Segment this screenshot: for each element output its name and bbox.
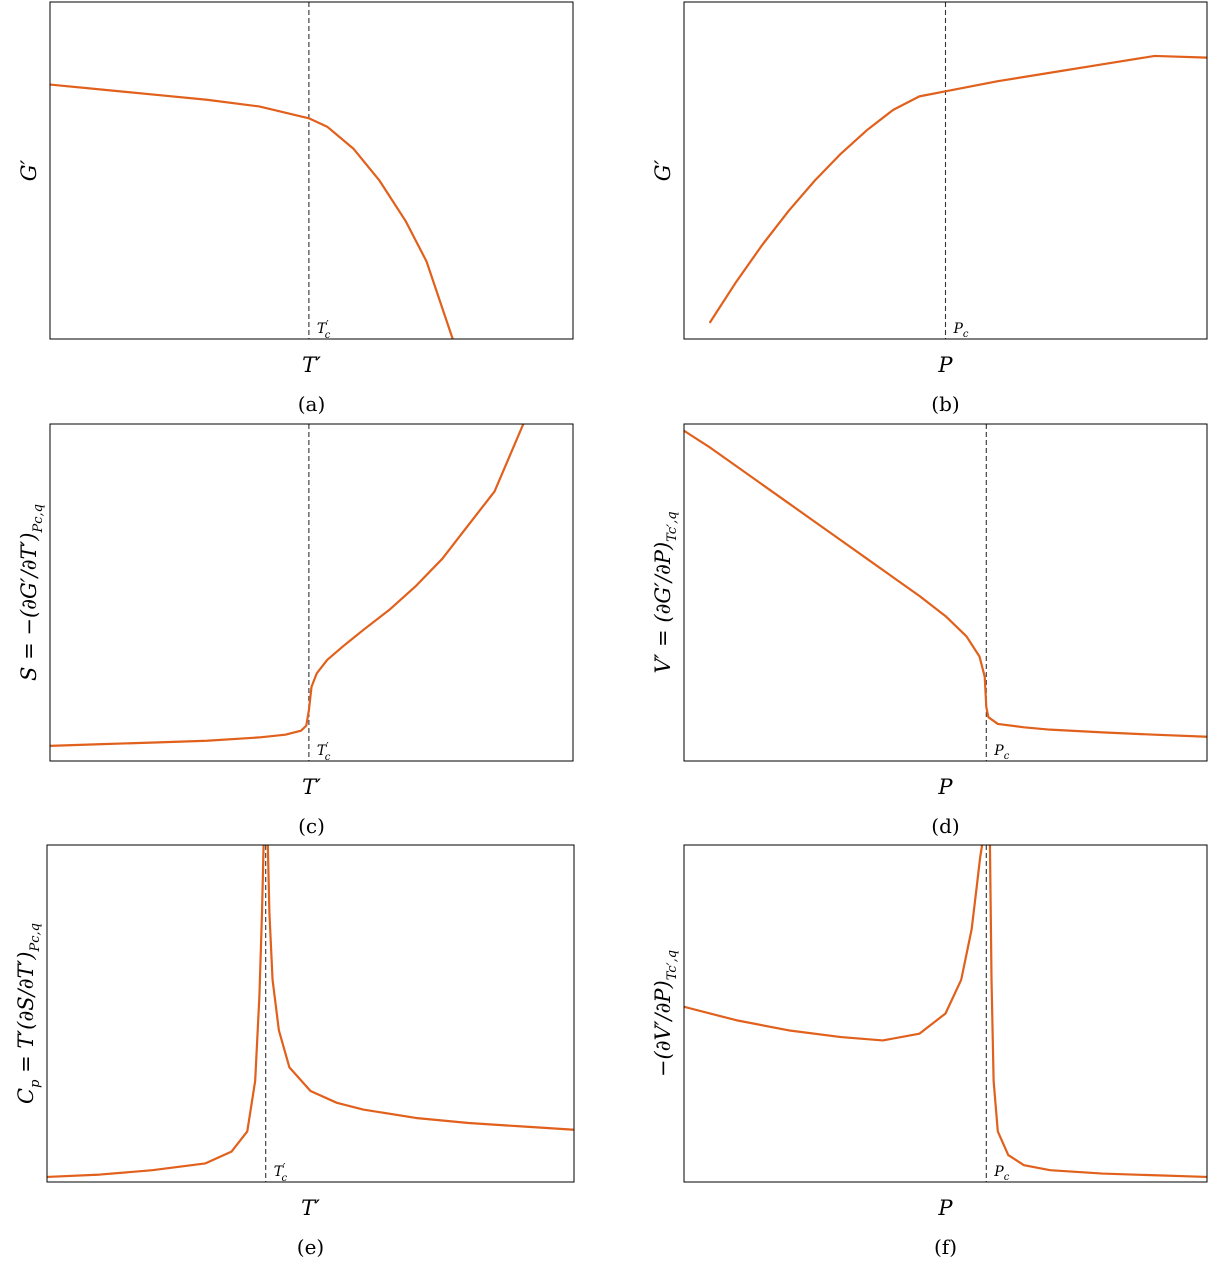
y-axis-label: −(∂V′/∂P)Tc′,q [651,950,680,1077]
x-axis-label: T′ [302,775,321,799]
x-axis-label: P [937,1196,953,1220]
series-line-1 [266,845,574,1131]
y-axis-label: S = −(∂G′/∂T′)Pc,q [17,504,46,681]
series-line-1 [988,845,1207,1179]
chart-panel-c: T′ c T′ (c) S = −(∂G′/∂T′)Pc,q [17,423,574,838]
plot-frame [46,844,575,1183]
y-axis-label: G′ [17,159,41,181]
x-axis-label: T′ [302,353,321,377]
x-axis-label: P [937,353,953,377]
panel-caption: (d) [931,814,959,838]
plot-frame [49,1,574,340]
plot-frame [683,844,1208,1183]
y-axis-label: Cp = T′(∂S/∂T′)Pc,q [14,923,43,1104]
x-axis-label: T′ [301,1196,320,1220]
panel-caption: (a) [298,392,326,416]
panel-caption: (c) [298,814,325,838]
chart-panel-d: Pc P (d) V′ = (∂G′/∂P)Tc′,q [651,423,1208,838]
y-axis-label: V′ = (∂G′/∂P)Tc′,q [651,511,680,673]
series-line-0 [684,429,1207,738]
critical-label: T′ c [317,740,331,763]
panel-caption: (f) [934,1235,957,1259]
chart-panel-a: T′ c T′ (a) G′ [17,1,574,416]
panel-caption: (b) [931,392,959,416]
chart-panel-b: PcP (b) G′ [651,1,1208,416]
series-line-0 [50,83,454,339]
series-line-0 [47,845,265,1179]
critical-label: T′ c [317,318,331,341]
plot-frame [49,423,574,762]
y-axis-label: G′ [651,159,675,181]
series-line-0 [684,845,984,1042]
critical-label: Pc [993,1164,1009,1183]
chart-panel-f: Pc P (f) −(∂V′/∂P)Tc′,q [651,844,1208,1259]
series-line-0 [709,54,1207,324]
plot-frame [683,423,1208,762]
chart-panel-e: T′ c T′ (e) Cp = T′(∂S/∂T′)Pc,q [14,844,575,1259]
critical-label: Pc [993,743,1009,762]
critical-label: Pc [953,321,969,340]
panel-caption: (e) [297,1235,324,1259]
plot-frame [683,1,1208,340]
x-axis-label: P [937,775,953,799]
series-line-0 [50,424,525,747]
critical-label: T′ c [274,1161,288,1184]
